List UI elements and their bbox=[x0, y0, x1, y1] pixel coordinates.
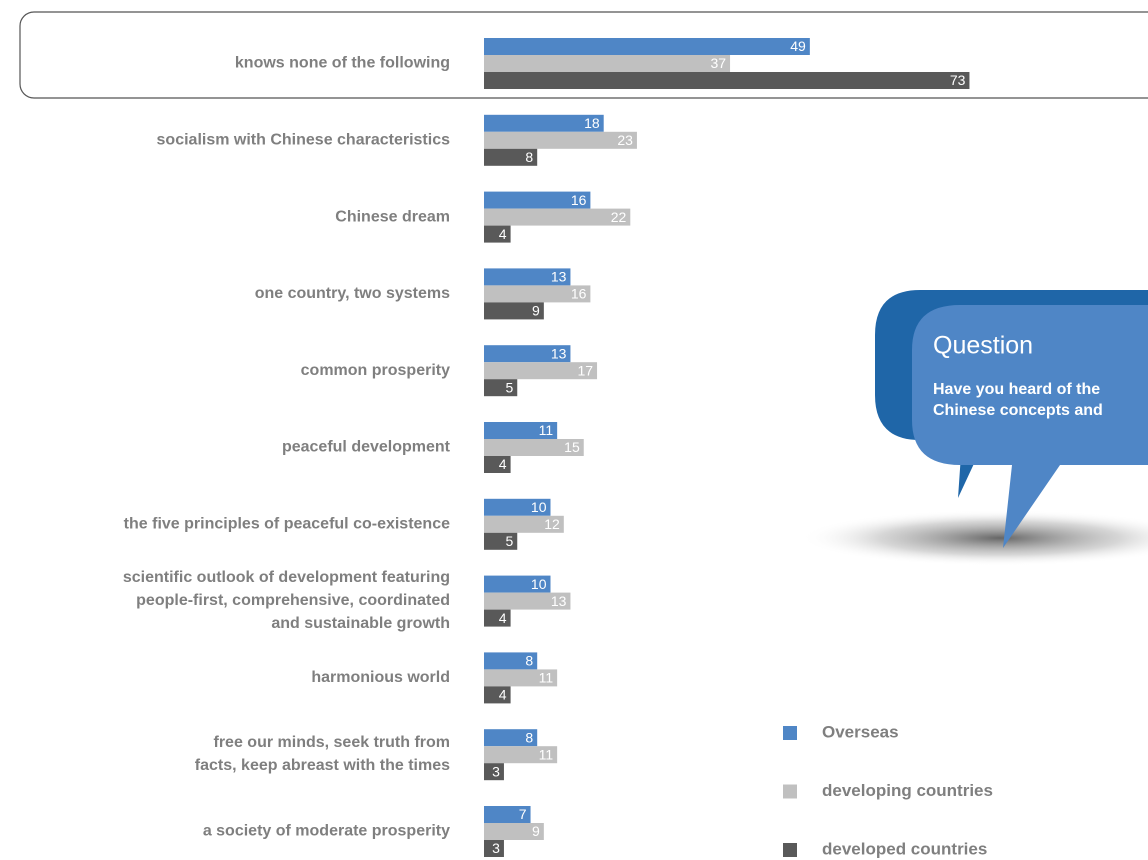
bar bbox=[484, 729, 538, 747]
value-label: 5 bbox=[505, 379, 513, 395]
value-label: 4 bbox=[499, 226, 507, 242]
category-label: Chinese dream bbox=[335, 208, 450, 225]
category-label: common prosperity bbox=[301, 362, 450, 379]
value-label: 37 bbox=[710, 55, 726, 71]
value-label: 18 bbox=[584, 115, 600, 131]
value-label: 11 bbox=[539, 422, 554, 438]
bar bbox=[484, 302, 544, 320]
value-label: 13 bbox=[551, 593, 567, 609]
bar bbox=[484, 345, 571, 363]
bar bbox=[484, 422, 558, 439]
value-label: 3 bbox=[492, 763, 500, 779]
legend-swatch bbox=[783, 784, 797, 799]
bubble-shadow bbox=[800, 510, 1148, 566]
value-label: 5 bbox=[505, 533, 513, 549]
value-label: 4 bbox=[499, 456, 507, 472]
highlight-box bbox=[19, 11, 1148, 99]
value-label: 16 bbox=[571, 192, 587, 208]
value-label: 23 bbox=[617, 132, 633, 148]
bar bbox=[484, 38, 810, 55]
bar bbox=[484, 72, 970, 89]
bar bbox=[484, 669, 558, 687]
bar bbox=[484, 55, 731, 72]
question-text: Chinese concepts and bbox=[933, 402, 1103, 419]
bar bbox=[484, 208, 631, 226]
value-label: 10 bbox=[531, 499, 547, 515]
value-label: 15 bbox=[564, 439, 580, 455]
value-label: 22 bbox=[611, 209, 627, 225]
value-label: 11 bbox=[539, 670, 554, 686]
legend-swatch bbox=[783, 726, 797, 740]
value-label: 9 bbox=[532, 303, 540, 319]
value-label: 8 bbox=[525, 653, 533, 669]
value-label: 17 bbox=[577, 362, 593, 378]
bar bbox=[484, 191, 591, 209]
bar bbox=[484, 515, 564, 533]
bar bbox=[484, 114, 604, 132]
value-label: 7 bbox=[519, 806, 527, 822]
category-label: knows none of the following bbox=[235, 55, 450, 72]
value-label: 13 bbox=[551, 345, 567, 361]
value-label: 8 bbox=[525, 729, 533, 745]
value-label: 8 bbox=[525, 149, 533, 165]
legend-swatch bbox=[783, 843, 797, 857]
question-bubble: Question Have you heard of the Chinese c… bbox=[800, 290, 1148, 566]
bar bbox=[484, 225, 511, 243]
bubble-front bbox=[912, 305, 1148, 548]
bar bbox=[484, 652, 538, 670]
legend-label: developing countries bbox=[822, 781, 993, 800]
question-text: Have you heard of the bbox=[933, 381, 1100, 398]
bar bbox=[484, 592, 571, 610]
bar bbox=[484, 686, 511, 704]
value-label: 4 bbox=[499, 687, 507, 703]
bar bbox=[484, 285, 591, 303]
bar bbox=[484, 456, 511, 473]
bar bbox=[484, 763, 504, 781]
value-label: 10 bbox=[531, 576, 547, 592]
category-label: socialism with Chinese characteristics bbox=[157, 132, 451, 149]
value-label: 3 bbox=[492, 840, 500, 856]
bar bbox=[484, 148, 538, 166]
bar bbox=[484, 806, 531, 823]
question-title: Question bbox=[933, 332, 1033, 360]
bar bbox=[484, 840, 504, 857]
legend-label: Overseas bbox=[822, 722, 899, 741]
bar bbox=[484, 498, 551, 516]
category-label: the five principles of peaceful co-exist… bbox=[124, 516, 450, 533]
value-label: 12 bbox=[544, 516, 560, 532]
bar bbox=[484, 362, 598, 380]
value-label: 4 bbox=[499, 610, 507, 626]
value-label: 49 bbox=[790, 38, 806, 54]
value-label: 9 bbox=[532, 823, 540, 839]
bar bbox=[484, 439, 584, 456]
bar bbox=[484, 131, 637, 149]
bar bbox=[484, 268, 571, 286]
bar bbox=[484, 379, 518, 397]
category-label: peaceful development bbox=[282, 439, 451, 456]
legend-label: developed countries bbox=[822, 839, 987, 858]
bar bbox=[484, 746, 558, 764]
category-label: free our minds, seek truth from facts, ke… bbox=[195, 734, 450, 774]
value-label: 11 bbox=[539, 746, 554, 762]
bar bbox=[484, 609, 511, 627]
value-label: 16 bbox=[571, 286, 587, 302]
category-label: scientific outlook of development featur… bbox=[123, 569, 450, 632]
category-label: a society of moderate prosperity bbox=[203, 823, 450, 840]
bar bbox=[484, 532, 518, 550]
category-label: harmonious world bbox=[311, 669, 450, 686]
bar bbox=[484, 575, 551, 593]
category-label: one country, two systems bbox=[255, 285, 450, 302]
value-label: 13 bbox=[551, 269, 567, 285]
bar bbox=[484, 823, 544, 840]
value-label: 73 bbox=[950, 72, 966, 88]
